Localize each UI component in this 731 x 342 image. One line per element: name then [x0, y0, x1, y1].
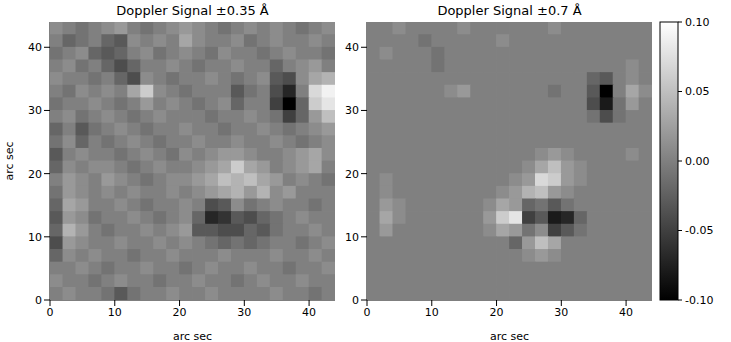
svg-text:40: 40	[619, 306, 633, 319]
svg-text:30: 30	[28, 104, 42, 117]
svg-text:arc sec: arc sec	[3, 141, 16, 180]
svg-text:-0.10: -0.10	[685, 294, 713, 307]
svg-text:30: 30	[345, 104, 359, 117]
svg-text:0.10: 0.10	[685, 16, 710, 29]
svg-text:arc sec: arc sec	[490, 330, 529, 342]
svg-text:40: 40	[302, 306, 316, 319]
svg-text:0.00: 0.00	[685, 155, 710, 168]
svg-text:30: 30	[237, 306, 251, 319]
svg-text:0: 0	[47, 306, 54, 319]
svg-text:10: 10	[108, 306, 122, 319]
svg-text:10: 10	[345, 231, 359, 244]
html-text:Doppler Signal ±0.7 Å: Doppler Signal ±0.7 Å	[437, 3, 582, 18]
svg-text:10: 10	[425, 306, 439, 319]
svg-text:30: 30	[554, 306, 568, 319]
svg-text:0: 0	[352, 294, 359, 307]
svg-text:20: 20	[28, 168, 42, 181]
svg-text:10: 10	[28, 231, 42, 244]
svg-text:20: 20	[345, 168, 359, 181]
svg-text:arc sec: arc sec	[173, 330, 212, 342]
svg-text:0.05: 0.05	[685, 85, 710, 98]
html-text:Doppler Signal ±0.35 Å: Doppler Signal ±0.35 Å	[116, 3, 269, 18]
svg-text:40: 40	[345, 41, 359, 54]
svg-text:20: 20	[490, 306, 504, 319]
svg-text:40: 40	[28, 41, 42, 54]
svg-text:0: 0	[35, 294, 42, 307]
svg-text:20: 20	[173, 306, 187, 319]
svg-text:0: 0	[364, 306, 371, 319]
svg-text:-0.05: -0.05	[685, 224, 713, 237]
